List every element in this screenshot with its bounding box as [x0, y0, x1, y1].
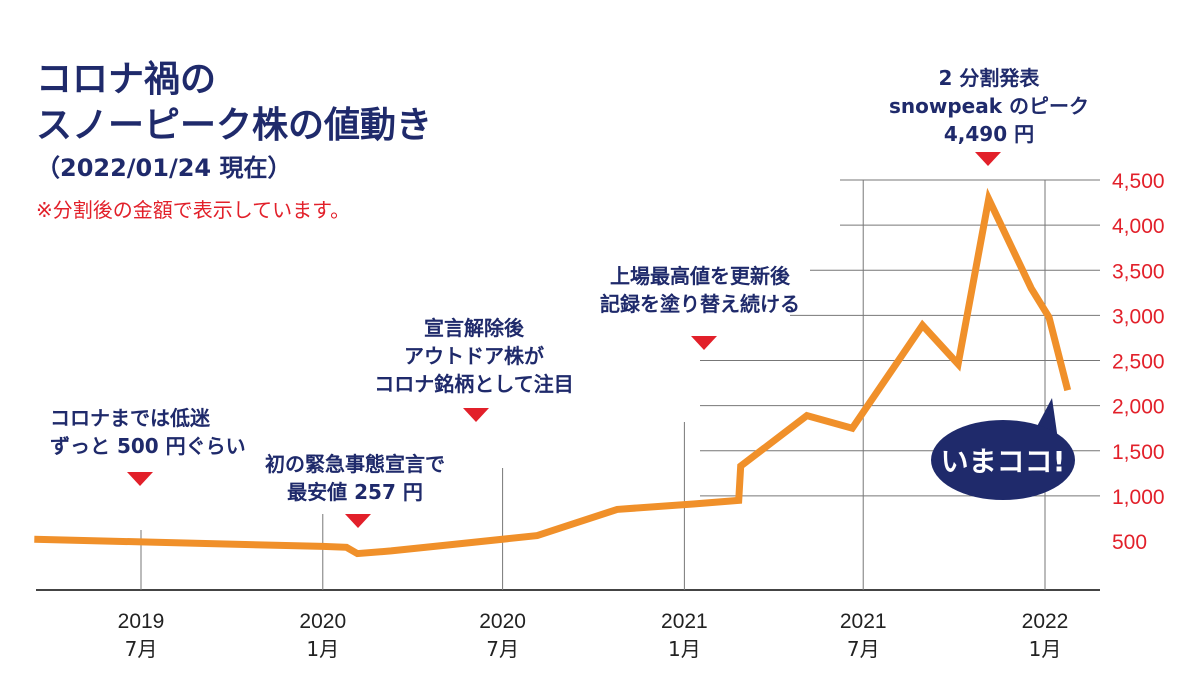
red-marker-triangle: [463, 408, 489, 422]
x-tick-year: 2021: [840, 610, 887, 633]
x-tick-labels: 2019 7月 2020 1月 2020 7月 2021 1月 2021 7月 2022 1月: [118, 610, 1069, 661]
x-tick-year: 2019: [118, 610, 165, 633]
red-marker-triangle: [975, 152, 1001, 166]
red-marker-triangle: [345, 514, 371, 528]
chart-date: （2022/01/24 現在）: [36, 154, 292, 182]
price-line: [34, 187, 1072, 558]
red-marker-triangle: [127, 472, 153, 486]
y-tick-label: 1,500: [1112, 441, 1165, 464]
bubble-text: いまココ!: [941, 445, 1066, 478]
chart-title-line-1: コロナ禍の: [36, 59, 217, 100]
current-position-bubble: いまココ!: [931, 398, 1075, 500]
annotation-line: 初の緊急事態宣言で: [265, 452, 445, 476]
annotation-line: 宣言解除後: [424, 316, 524, 340]
annotation-record: 上場最高値を更新後 記録を塗り替え続ける: [580, 262, 820, 318]
annotation-line: snowpeak のピーク: [889, 94, 1089, 118]
price-series-line: [34, 187, 1072, 558]
x-tick-month: 7月: [125, 637, 158, 661]
annotation-line: 最安値 257 円: [287, 480, 423, 504]
annotation-line: アウトドア株が: [404, 344, 544, 368]
y-tick-label: 4,000: [1112, 215, 1165, 238]
y-tick-labels: 500 1,000 1,500 2,000 2,500 3,000 3,500 4,000 4,…: [1112, 170, 1165, 554]
annotation-emergency: 初の緊急事態宣言で 最安値 257 円: [240, 450, 470, 506]
annotation-line: 記録を塗り替え続ける: [600, 292, 800, 316]
y-tick-label: 1,000: [1112, 486, 1165, 509]
x-tick-year: 2020: [479, 610, 526, 633]
y-tick-label: 2,500: [1112, 351, 1165, 374]
x-tick-month: 1月: [306, 637, 339, 661]
annotation-line: 2 分割発表: [938, 66, 1040, 90]
annotation-markers: [127, 152, 1001, 528]
x-tick-month: 7月: [847, 637, 880, 661]
annotation-after-lift: 宣言解除後 アウトドア株が コロナ銘柄として注目: [352, 314, 596, 398]
y-tick-label: 500: [1112, 531, 1147, 554]
y-tick-label: 4,500: [1112, 170, 1165, 193]
bubble-ellipse: [931, 420, 1075, 500]
x-tick-year: 2022: [1022, 610, 1069, 633]
y-tick-label: 3,000: [1112, 305, 1165, 328]
x-tick-month: 1月: [668, 637, 701, 661]
y-tick-label: 3,500: [1112, 260, 1165, 283]
annotation-peak: 2 分割発表 snowpeak のピーク 4,490 円: [874, 64, 1104, 148]
y-tick-label: 2,000: [1112, 396, 1165, 419]
x-tick-year: 2020: [299, 610, 346, 633]
split-note: ※分割後の金額で表示しています。: [36, 198, 351, 222]
annotation-line: 4,490 円: [943, 122, 1035, 146]
red-marker-triangle: [691, 336, 717, 350]
annotation-line: ずっと 500 円ぐらい: [50, 434, 246, 458]
annotation-line: コロナまでは低迷: [50, 406, 210, 430]
x-tick-month: 7月: [486, 637, 519, 661]
annotation-low-500: コロナまでは低迷 ずっと 500 円ぐらい: [50, 404, 250, 460]
x-tick-year: 2021: [661, 610, 708, 633]
annotation-line: 上場最高値を更新後: [610, 264, 790, 288]
chart-title-line-2: スノーピーク株の値動き: [36, 105, 433, 146]
x-tick-month: 1月: [1029, 637, 1062, 661]
annotation-line: コロナ銘柄として注目: [374, 372, 574, 396]
